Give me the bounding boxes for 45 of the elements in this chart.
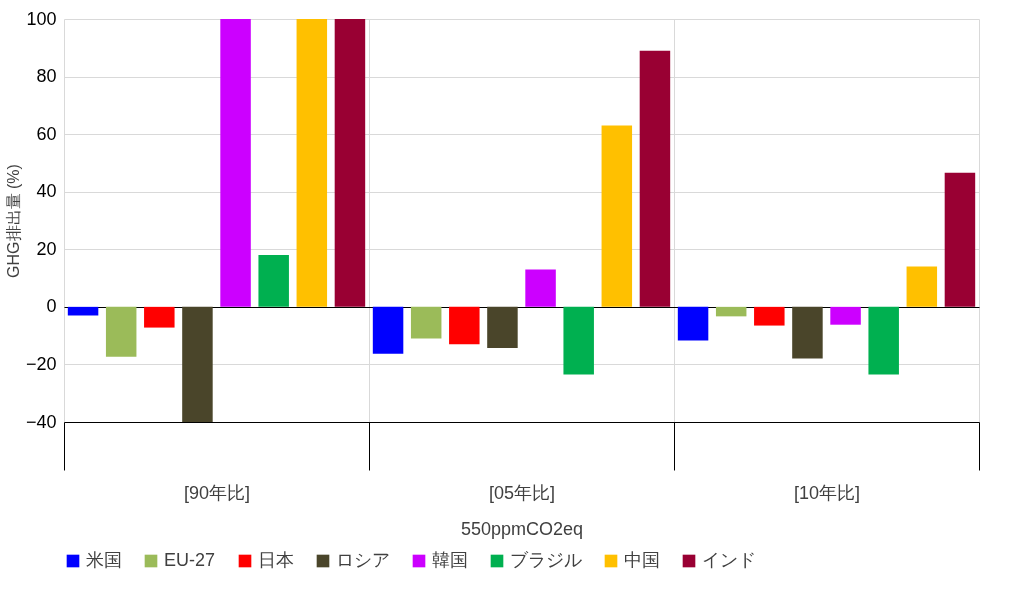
bar — [563, 306, 594, 375]
legend-label: 米国 — [86, 550, 122, 570]
bar — [487, 306, 518, 349]
y-tick-label: 100 — [26, 8, 57, 29]
legend-label: ロシア — [336, 550, 390, 570]
x-tick-label: [10年比] — [793, 482, 861, 503]
bar — [830, 306, 861, 325]
legend-label: ブラジル — [510, 550, 582, 570]
bar — [906, 266, 938, 307]
legend-label: EU-27 — [164, 550, 216, 570]
x-tick-label: [05年比] — [488, 482, 556, 503]
bar — [525, 269, 556, 307]
bar — [258, 255, 289, 307]
legend-label: 中国 — [624, 550, 660, 570]
bar — [639, 50, 671, 307]
bar — [944, 172, 976, 307]
bar — [792, 306, 823, 359]
legend-label: 韓国 — [432, 550, 468, 570]
bar — [715, 306, 747, 317]
y-tick-label: −20 — [25, 353, 57, 374]
y-tick-label: 0 — [46, 296, 57, 317]
bar — [868, 306, 899, 375]
legend-label: インド — [702, 550, 756, 570]
y-tick-label: 80 — [36, 66, 57, 87]
bar — [410, 306, 442, 339]
y-tick-label: 60 — [36, 123, 57, 144]
bar — [677, 306, 709, 341]
x-tick-label: [90年比] — [183, 482, 251, 503]
bar — [754, 306, 785, 326]
y-tick-label: 20 — [36, 238, 57, 259]
bar — [372, 306, 404, 354]
bar — [67, 306, 99, 316]
y-tick-label: 40 — [36, 181, 57, 202]
bar — [334, 19, 366, 307]
bar — [449, 306, 480, 345]
legend-label: 日本 — [258, 550, 294, 570]
x-axis-title: 550ppmCO2eq — [460, 518, 584, 539]
bar — [296, 19, 328, 307]
bar — [105, 306, 137, 357]
bar — [601, 125, 633, 307]
bar — [144, 306, 175, 328]
y-axis-title: GHG排出量 (%) — [4, 164, 22, 278]
y-tick-label: −40 — [25, 411, 57, 432]
bar — [220, 19, 251, 307]
bar — [182, 306, 213, 422]
